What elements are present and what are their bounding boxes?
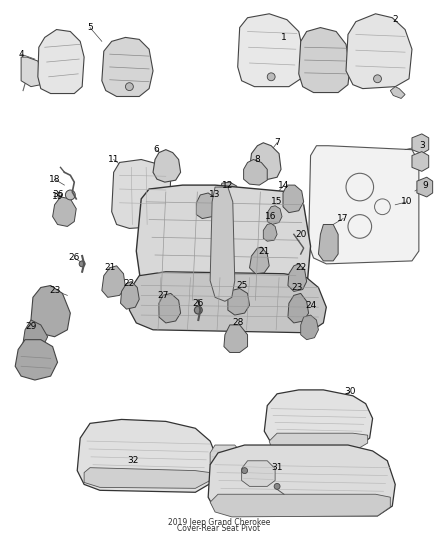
Circle shape bbox=[348, 215, 371, 238]
Text: 26: 26 bbox=[69, 254, 80, 262]
Polygon shape bbox=[318, 224, 338, 261]
Text: 11: 11 bbox=[108, 155, 120, 164]
Polygon shape bbox=[210, 494, 390, 517]
Polygon shape bbox=[267, 206, 282, 224]
Text: 29: 29 bbox=[25, 322, 37, 332]
Text: 16: 16 bbox=[265, 212, 277, 221]
Polygon shape bbox=[23, 320, 48, 350]
Polygon shape bbox=[210, 445, 242, 471]
Text: 21: 21 bbox=[258, 247, 270, 255]
Polygon shape bbox=[210, 187, 235, 301]
Circle shape bbox=[194, 306, 202, 314]
Polygon shape bbox=[153, 150, 180, 182]
Polygon shape bbox=[309, 146, 419, 264]
Text: 26: 26 bbox=[193, 298, 204, 308]
Polygon shape bbox=[159, 293, 180, 323]
Text: 2019 Jeep Grand Cherokee: 2019 Jeep Grand Cherokee bbox=[168, 518, 270, 527]
Text: 22: 22 bbox=[124, 279, 135, 288]
Text: 7: 7 bbox=[274, 138, 280, 147]
Text: 31: 31 bbox=[271, 463, 283, 472]
Polygon shape bbox=[224, 325, 247, 352]
Circle shape bbox=[79, 261, 85, 267]
Circle shape bbox=[374, 199, 390, 215]
Text: Cover-Rear Seat Pivot: Cover-Rear Seat Pivot bbox=[177, 524, 261, 533]
Text: 27: 27 bbox=[157, 291, 169, 300]
Polygon shape bbox=[129, 272, 326, 333]
Text: 25: 25 bbox=[236, 281, 247, 290]
Text: 1: 1 bbox=[281, 33, 287, 42]
Text: 12: 12 bbox=[222, 181, 233, 190]
Polygon shape bbox=[288, 264, 307, 292]
Text: 2: 2 bbox=[392, 15, 398, 24]
Circle shape bbox=[274, 483, 280, 489]
Polygon shape bbox=[250, 143, 281, 180]
Polygon shape bbox=[412, 151, 429, 171]
Circle shape bbox=[267, 73, 275, 80]
Circle shape bbox=[346, 173, 374, 201]
Polygon shape bbox=[269, 433, 367, 451]
Polygon shape bbox=[283, 185, 304, 213]
Text: 5: 5 bbox=[87, 23, 93, 32]
Circle shape bbox=[374, 75, 381, 83]
Text: 36: 36 bbox=[52, 190, 63, 199]
Polygon shape bbox=[301, 315, 318, 340]
Polygon shape bbox=[196, 193, 216, 219]
Polygon shape bbox=[244, 159, 267, 185]
Polygon shape bbox=[31, 286, 71, 337]
Text: 10: 10 bbox=[401, 197, 413, 206]
Circle shape bbox=[125, 83, 133, 91]
Circle shape bbox=[65, 190, 75, 200]
Polygon shape bbox=[120, 281, 139, 309]
Polygon shape bbox=[263, 223, 277, 241]
Text: 21: 21 bbox=[104, 263, 115, 272]
Text: 19: 19 bbox=[52, 192, 63, 201]
Polygon shape bbox=[112, 159, 171, 229]
Polygon shape bbox=[412, 134, 429, 154]
Polygon shape bbox=[102, 37, 153, 96]
Polygon shape bbox=[242, 461, 275, 487]
Polygon shape bbox=[220, 182, 238, 201]
Polygon shape bbox=[346, 14, 412, 88]
Polygon shape bbox=[264, 390, 373, 449]
Text: 17: 17 bbox=[337, 214, 349, 223]
Text: 23: 23 bbox=[49, 286, 60, 295]
Polygon shape bbox=[84, 467, 210, 488]
Text: 8: 8 bbox=[254, 155, 260, 164]
Polygon shape bbox=[53, 197, 76, 227]
Polygon shape bbox=[288, 293, 309, 323]
Text: 3: 3 bbox=[419, 141, 425, 150]
Polygon shape bbox=[21, 57, 43, 87]
Text: 9: 9 bbox=[422, 181, 427, 190]
Text: 20: 20 bbox=[295, 230, 307, 239]
Text: 24: 24 bbox=[305, 301, 316, 310]
Polygon shape bbox=[136, 185, 311, 303]
Text: 32: 32 bbox=[127, 456, 139, 465]
Text: 18: 18 bbox=[49, 175, 60, 184]
Circle shape bbox=[242, 467, 247, 474]
Polygon shape bbox=[228, 288, 250, 315]
Polygon shape bbox=[77, 419, 218, 492]
Polygon shape bbox=[390, 87, 405, 99]
Polygon shape bbox=[250, 247, 269, 274]
Text: 23: 23 bbox=[291, 283, 303, 292]
Text: 14: 14 bbox=[278, 181, 290, 190]
Polygon shape bbox=[15, 340, 57, 380]
Polygon shape bbox=[38, 29, 84, 93]
Text: 13: 13 bbox=[209, 190, 221, 199]
Text: 4: 4 bbox=[18, 50, 24, 59]
Text: 30: 30 bbox=[344, 387, 356, 397]
Polygon shape bbox=[208, 445, 395, 516]
Polygon shape bbox=[417, 177, 433, 197]
Polygon shape bbox=[299, 28, 350, 93]
Text: 6: 6 bbox=[153, 145, 159, 154]
Text: 15: 15 bbox=[271, 197, 283, 206]
Text: 28: 28 bbox=[232, 318, 244, 327]
Polygon shape bbox=[238, 14, 304, 87]
Text: 22: 22 bbox=[295, 263, 306, 272]
Polygon shape bbox=[102, 266, 125, 297]
